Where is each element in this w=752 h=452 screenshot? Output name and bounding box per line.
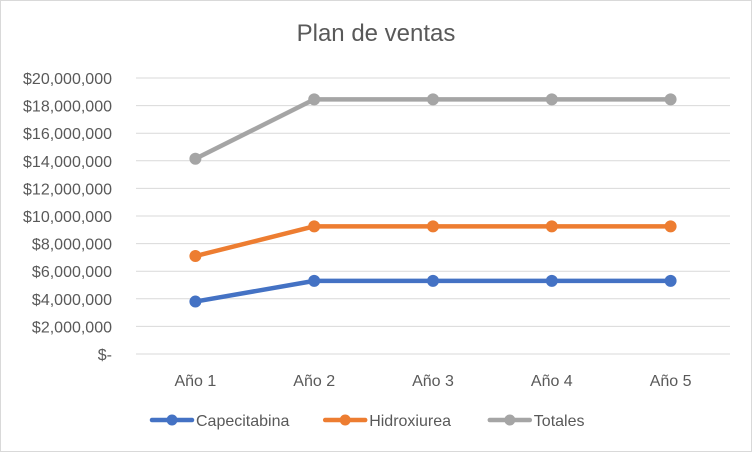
data-point bbox=[189, 295, 202, 308]
legend-marker bbox=[339, 414, 351, 426]
data-point bbox=[189, 152, 202, 165]
x-tick-label: Año 3 bbox=[412, 373, 454, 390]
gridlines bbox=[136, 77, 730, 355]
data-point bbox=[427, 274, 439, 287]
data-point bbox=[427, 93, 439, 106]
y-tick-label: $20,000,000 bbox=[23, 71, 112, 88]
data-point bbox=[308, 93, 321, 106]
y-tick-label: $12,000,000 bbox=[23, 181, 112, 198]
x-axis-labels: Año 1 Año 2 Año 3 Año 4 Año 5 bbox=[174, 373, 691, 390]
x-tick-label: Año 4 bbox=[531, 373, 573, 390]
data-point bbox=[664, 93, 677, 106]
y-tick-label: $- bbox=[98, 347, 112, 364]
series-line bbox=[193, 97, 673, 161]
y-tick-label: $4,000,000 bbox=[32, 292, 112, 309]
data-point bbox=[664, 274, 677, 287]
y-tick-label: $2,000,000 bbox=[32, 319, 112, 336]
series-points bbox=[189, 93, 677, 308]
x-tick-label: Año 2 bbox=[293, 373, 335, 390]
data-point bbox=[308, 274, 321, 287]
y-axis-labels: $- $2,000,000 $4,000,000 $6,000,000 $8,000,0… bbox=[23, 71, 112, 364]
data-point bbox=[545, 220, 558, 233]
legend-label: Totales bbox=[534, 413, 585, 430]
x-tick-label: Año 5 bbox=[650, 373, 692, 390]
y-tick-label: $14,000,000 bbox=[23, 154, 112, 171]
y-tick-label: $6,000,000 bbox=[32, 264, 112, 281]
y-tick-label: $8,000,000 bbox=[32, 237, 112, 254]
y-tick-label: $10,000,000 bbox=[23, 209, 112, 226]
legend-label: Hidroxiurea bbox=[369, 413, 451, 430]
legend: Capecitabina Hidroxiurea Totales bbox=[149, 413, 585, 430]
data-point bbox=[545, 274, 558, 287]
legend-label: Capecitabina bbox=[196, 413, 290, 430]
y-tick-label: $16,000,000 bbox=[23, 126, 112, 143]
data-point bbox=[308, 220, 321, 233]
chart-title: Plan de ventas bbox=[296, 20, 456, 47]
legend-marker bbox=[166, 414, 178, 426]
x-tick-label: Año 1 bbox=[174, 373, 216, 390]
data-point bbox=[427, 220, 439, 233]
data-point bbox=[664, 220, 677, 233]
legend-marker bbox=[504, 414, 516, 426]
y-tick-label: $18,000,000 bbox=[23, 99, 112, 116]
data-point bbox=[189, 250, 202, 263]
data-point bbox=[545, 93, 558, 106]
